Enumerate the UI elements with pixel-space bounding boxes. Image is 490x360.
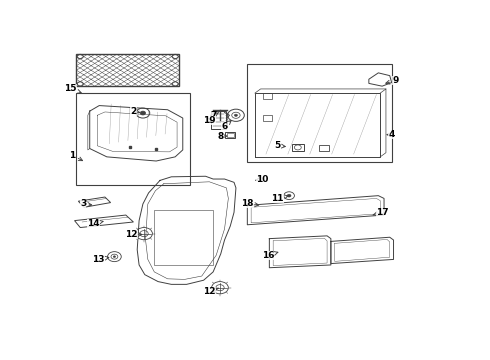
Polygon shape [78, 197, 111, 207]
Bar [227, 133, 234, 137]
Text: 6: 6 [221, 121, 231, 131]
Polygon shape [74, 215, 133, 228]
Bar [247, 64, 392, 162]
Bar [263, 93, 272, 99]
Bar [319, 145, 329, 151]
Text: 7: 7 [210, 111, 219, 120]
Text: 1: 1 [70, 151, 83, 161]
Polygon shape [369, 73, 392, 86]
Text: 8: 8 [218, 131, 227, 140]
Text: 16: 16 [262, 251, 278, 260]
Circle shape [113, 256, 116, 257]
Text: 11: 11 [271, 194, 288, 203]
Circle shape [140, 111, 146, 115]
Text: 12: 12 [125, 230, 142, 239]
Text: 17: 17 [373, 208, 389, 217]
Circle shape [287, 194, 291, 197]
Bar [225, 132, 235, 138]
Bar [292, 144, 303, 151]
Text: 13: 13 [92, 255, 109, 264]
Text: 15: 15 [65, 85, 81, 94]
Bar [154, 210, 213, 265]
Text: 9: 9 [386, 76, 399, 85]
Text: 4: 4 [387, 130, 395, 139]
Bar [76, 54, 179, 86]
Bar [76, 93, 190, 185]
Circle shape [234, 114, 238, 116]
Bar [211, 111, 226, 129]
Text: 14: 14 [87, 219, 103, 228]
Text: 2: 2 [130, 107, 140, 116]
Text: 5: 5 [274, 141, 285, 150]
Text: 3: 3 [80, 199, 92, 208]
Text: 19: 19 [203, 116, 216, 125]
Bar [263, 115, 272, 121]
Text: 18: 18 [241, 199, 259, 208]
Text: 10: 10 [256, 175, 269, 184]
Text: 12: 12 [203, 287, 219, 296]
